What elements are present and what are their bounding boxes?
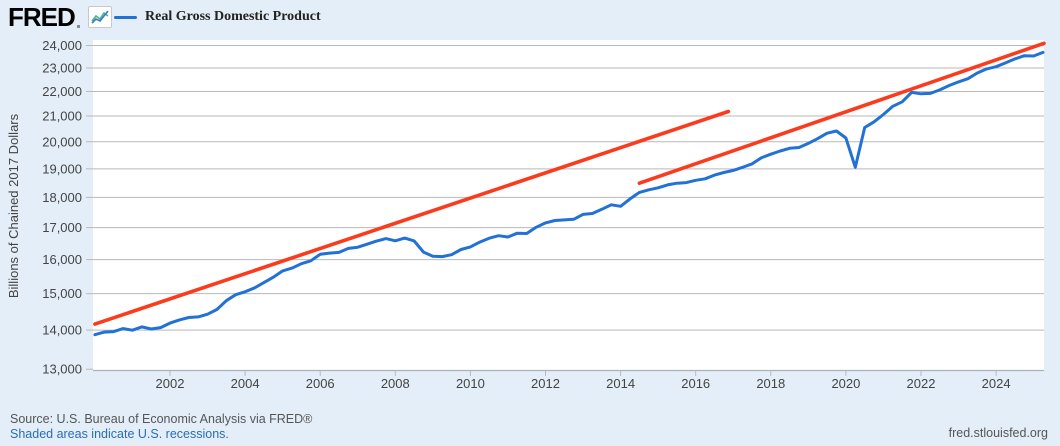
fred-logo-text: FRED xyxy=(8,2,76,32)
x-tick-label-2012: 2012 xyxy=(531,376,560,391)
x-tick-label-2018: 2018 xyxy=(756,376,785,391)
legend: Real Gross Domestic Product xyxy=(114,9,321,25)
x-tick-label-2020: 2020 xyxy=(831,376,860,391)
y-tick-label-19000: 19,000 xyxy=(42,161,82,176)
fred-logo[interactable]: FRED xyxy=(8,2,80,33)
fred-logo-trademark-dot xyxy=(76,25,80,28)
y-tick-label-21000: 21,000 xyxy=(42,109,82,124)
x-tick-label-2016: 2016 xyxy=(681,376,710,391)
y-tick-label-24000: 24,000 xyxy=(42,38,82,53)
plot-background xyxy=(93,40,1044,371)
trend-line-pre-recession[interactable] xyxy=(93,109,731,326)
y-tick-label-20000: 20,000 xyxy=(42,134,82,149)
x-tick-label-2004: 2004 xyxy=(231,376,260,391)
recession-note-link[interactable]: Shaded areas indicate U.S. recessions. xyxy=(10,427,229,441)
x-tick-label-2006: 2006 xyxy=(306,376,335,391)
x-tick-label-2022: 2022 xyxy=(907,376,936,391)
y-tick-label-16000: 16,000 xyxy=(42,252,82,267)
trend-line-post-recession[interactable] xyxy=(637,41,1046,186)
gdp-series-line[interactable] xyxy=(93,50,1045,337)
legend-label: Real Gross Domestic Product xyxy=(145,9,321,24)
x-tick-label-2010: 2010 xyxy=(456,376,485,391)
x-tick-label-2024: 2024 xyxy=(982,376,1011,391)
y-tick-label-23000: 23,000 xyxy=(42,60,82,75)
x-tick-label-2014: 2014 xyxy=(606,376,635,391)
fred-sparkline-icon xyxy=(88,6,112,28)
y-tick-label-17000: 17,000 xyxy=(42,220,82,235)
x-tick-label-2002: 2002 xyxy=(156,376,185,391)
source-note: Source: U.S. Bureau of Economic Analysis… xyxy=(10,412,313,426)
y-tick-label-14000: 14,000 xyxy=(42,323,82,338)
y-tick-label-13000: 13,000 xyxy=(42,362,82,377)
x-tick-label-2008: 2008 xyxy=(381,376,410,391)
legend-line-swatch xyxy=(114,15,137,19)
y-tick-label-18000: 18,000 xyxy=(42,190,82,205)
y-tick-label-15000: 15,000 xyxy=(42,286,82,301)
y-tick-label-22000: 22,000 xyxy=(42,84,82,99)
site-link[interactable]: fred.stlouisfed.org xyxy=(948,426,1048,440)
